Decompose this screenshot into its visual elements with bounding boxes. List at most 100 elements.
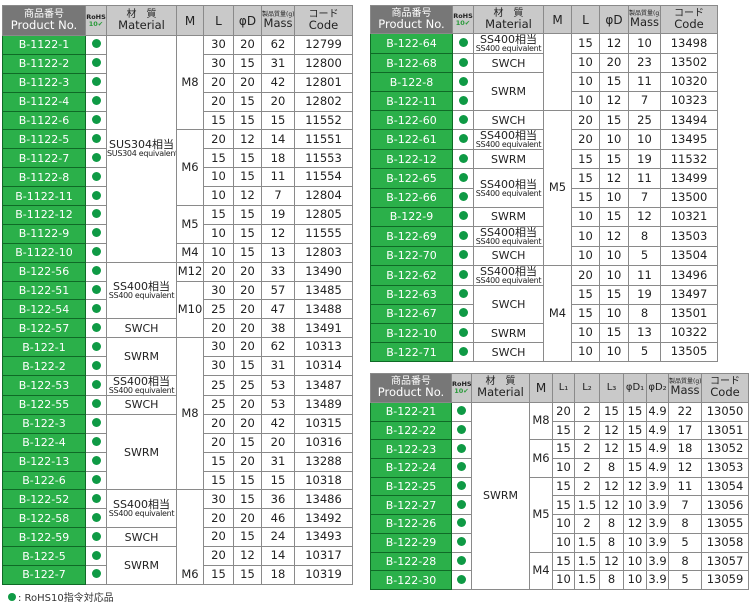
product-number[interactable]: B-1122-6 [2,110,86,131]
dim-l: 15 [203,205,234,225]
product-number[interactable]: B-122-13 [2,451,86,472]
product-number[interactable]: B-122-52 [2,489,86,510]
product-number[interactable]: B-122-66 [370,187,453,208]
table-row: B-122-56 SS400相当 SS400 equivalent M12 20 20 33… [2,261,353,320]
product-number[interactable]: B-122-28 [370,551,452,572]
product-number[interactable]: B-122-22 [370,420,452,441]
product-number[interactable]: B-1122-3 [2,72,86,93]
product-number[interactable]: B-1122-1 [2,35,86,55]
code-value: 13492 [294,508,353,529]
header-product-en: Product No. [378,16,445,31]
product-number[interactable]: B-122-59 [2,527,86,548]
product-number[interactable]: B-1122-7 [2,148,86,169]
product-number[interactable]: B-122-56 [2,261,86,282]
table-row: B-122-1 SWRM M8 30 20 62 10313 [2,337,353,491]
product-number[interactable]: B-122-64 [370,33,453,54]
product-number[interactable]: B-122-8 [370,72,453,93]
product-number[interactable]: B-122-65 [370,168,453,189]
product-number[interactable]: B-122-69 [370,225,453,247]
product-number[interactable]: B-1122-8 [2,167,86,188]
product-number[interactable]: B-122-7 [2,565,86,585]
code-value: 12804 [294,186,353,207]
table-row: B-122-6 15 15 15 10318 [2,470,353,491]
mass-value: 15 [261,110,295,131]
product-number[interactable]: B-122-4 [2,432,86,453]
product-number[interactable]: B-122-51 [2,280,86,301]
product-number[interactable]: B-122-3 [2,413,86,434]
product-number[interactable]: B-122-1 [2,337,86,358]
material-jp: SWCH [124,398,159,412]
material-jp: SWRM [491,85,526,99]
material-jp: SWRM [483,489,518,503]
dim-l2: 1.5 [574,495,600,516]
rohs-cell [452,33,474,54]
dim-l: 20 [203,318,234,339]
table-row: B-122-55 SWCH 25 20 53 13489 [2,395,353,415]
product-number[interactable]: B-122-58 [2,508,86,529]
dim-l1: 15 [552,439,575,460]
product-number[interactable]: B-122-10 [370,323,453,344]
rohs-cell [85,451,107,472]
product-number[interactable]: B-122-27 [370,495,452,516]
product-number[interactable]: B-122-24 [370,458,452,478]
dim-d2: 3.9 [646,476,669,497]
dim-d: 15 [233,242,262,263]
product-number[interactable]: B-1122-4 [2,91,86,112]
dim-l2: 2 [574,458,600,478]
code-value: 13490 [294,261,353,282]
product-number[interactable]: B-122-29 [370,532,452,553]
product-number[interactable]: B-1122-10 [2,242,86,263]
header-code: コード Code [701,373,749,403]
product-number[interactable]: B-122-23 [370,439,452,460]
product-number[interactable]: B-122-54 [2,299,86,320]
product-number[interactable]: B-122-67 [370,303,453,325]
mass-value: 33 [261,261,295,282]
product-number[interactable]: B-1122-5 [2,129,86,150]
product-number[interactable]: B-122-62 [370,264,453,286]
product-number[interactable]: B-122-61 [370,129,453,151]
product-number[interactable]: B-122-11 [370,91,453,112]
product-number[interactable]: B-122-21 [370,402,452,422]
product-number[interactable]: B-122-55 [2,395,86,415]
product-number[interactable]: B-122-6 [2,470,86,491]
dim-d: 15 [599,72,629,93]
rohs-dot-icon [91,285,101,295]
product-number[interactable]: B-122-70 [370,245,453,266]
dim-l1: 10 [552,458,575,478]
product-number[interactable]: B-122-71 [370,342,453,363]
product-number[interactable]: B-122-5 [2,546,86,567]
product-number[interactable]: B-1122-12 [2,205,86,225]
product-number[interactable]: B-122-30 [370,570,452,590]
table-row: B-122-2 30 15 31 10314 [2,356,353,377]
rohs-dot-icon [91,171,101,181]
product-number[interactable]: B-122-25 [370,476,452,497]
product-number[interactable]: B-122-9 [370,206,453,227]
dim-l1: 15 [552,551,575,572]
product-number[interactable]: B-122-60 [370,110,453,131]
product-number[interactable]: B-122-63 [370,284,453,305]
product-number[interactable]: B-1122-2 [2,53,86,74]
product-number[interactable]: B-122-57 [2,318,86,339]
dim-l: 20 [203,261,234,282]
dim-l3: 8 [599,532,624,553]
material-jp: SWCH [491,297,526,311]
rohs-cell [451,420,472,441]
dim-d: 15 [233,205,262,225]
product-number[interactable]: B-122-12 [370,149,453,170]
header-code: コード Code [660,5,718,34]
rohs-dot-icon [457,425,466,435]
dim-d: 20 [233,261,262,282]
thread-size: M8 [176,34,204,131]
product-number[interactable]: B-122-2 [2,356,86,377]
product-number[interactable]: B-122-26 [370,514,452,534]
product-number[interactable]: B-122-68 [370,52,453,74]
dim-l: 20 [203,527,234,548]
product-number[interactable]: B-122-53 [2,375,86,397]
product-number[interactable]: B-1122-9 [2,223,86,244]
dim-d: 20 [233,299,262,320]
product-number[interactable]: B-1122-11 [2,186,86,207]
dim-l: 20 [203,72,234,93]
rohs-dot-icon [91,115,101,124]
header-m: M [543,5,572,34]
mass-value: 53 [261,375,295,397]
